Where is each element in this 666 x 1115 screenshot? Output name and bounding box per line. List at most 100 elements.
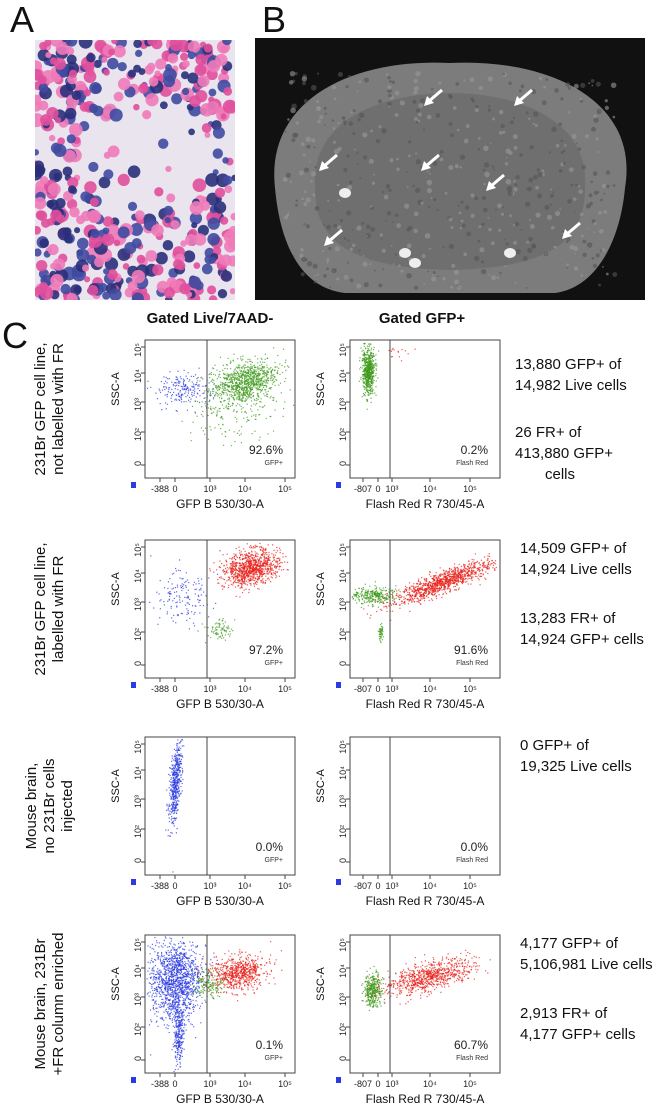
event [363, 377, 365, 379]
event [399, 596, 401, 599]
texture [602, 265, 604, 268]
texture [316, 100, 320, 104]
texture [579, 212, 584, 216]
texture [346, 210, 352, 216]
event [239, 582, 241, 585]
event [262, 376, 264, 379]
event [259, 564, 261, 567]
texture [326, 261, 329, 264]
event [229, 394, 231, 396]
event [382, 587, 384, 589]
event [262, 582, 264, 584]
event [192, 622, 195, 624]
event [228, 398, 231, 400]
event [168, 598, 170, 600]
event [394, 588, 397, 590]
texture [427, 270, 430, 273]
event [223, 626, 225, 628]
event [474, 575, 477, 578]
cell [45, 52, 52, 59]
event [241, 580, 243, 583]
event [372, 368, 374, 370]
event [372, 371, 374, 373]
event [169, 593, 171, 595]
annotation-line: cells [545, 466, 576, 483]
event [184, 392, 186, 395]
event [224, 634, 227, 636]
event [367, 381, 369, 383]
event [380, 591, 382, 593]
event [222, 424, 224, 426]
event [395, 585, 397, 587]
event [175, 384, 178, 386]
event [247, 374, 250, 377]
event [153, 607, 155, 609]
event [369, 384, 371, 386]
texture [305, 136, 311, 142]
event [230, 628, 233, 630]
event [196, 415, 198, 417]
event [238, 562, 240, 565]
event [254, 551, 256, 553]
event [371, 592, 373, 594]
event [232, 410, 235, 412]
event [221, 635, 223, 637]
texture [590, 126, 597, 132]
texture [460, 219, 464, 223]
event [245, 412, 248, 414]
texture [593, 117, 599, 123]
event [272, 430, 275, 432]
event [167, 592, 169, 594]
texture [387, 101, 392, 107]
texture [591, 84, 594, 87]
texture [572, 197, 577, 201]
event [235, 388, 237, 391]
event [377, 377, 379, 379]
event [223, 393, 225, 395]
event [198, 385, 200, 387]
event [236, 371, 239, 373]
event [180, 395, 183, 397]
texture [578, 189, 583, 194]
event [370, 614, 372, 617]
event [242, 566, 244, 568]
event [175, 622, 177, 624]
event [211, 378, 214, 381]
texture [396, 167, 400, 172]
event [182, 381, 184, 383]
event [240, 578, 243, 581]
event [233, 553, 235, 555]
event [177, 389, 179, 391]
event [165, 402, 167, 404]
cell [35, 259, 48, 272]
event [214, 629, 216, 631]
event [255, 375, 258, 378]
event [361, 360, 363, 362]
cell [122, 263, 130, 270]
cell [117, 226, 130, 239]
event [254, 418, 257, 421]
texture [379, 233, 383, 237]
event [369, 593, 371, 595]
event [252, 565, 254, 568]
event [367, 596, 370, 599]
texture [356, 163, 359, 165]
event [363, 600, 365, 602]
event [375, 365, 377, 367]
event [255, 564, 258, 566]
texture [378, 125, 382, 129]
texture [306, 144, 311, 149]
texture [498, 130, 503, 135]
event [363, 385, 366, 388]
cell [222, 40, 232, 46]
event [272, 381, 275, 383]
event [266, 393, 268, 395]
cell [131, 269, 146, 284]
event [369, 354, 371, 356]
event [243, 567, 246, 570]
event [239, 559, 241, 561]
event [364, 360, 366, 362]
event [374, 592, 376, 594]
event [202, 430, 204, 432]
